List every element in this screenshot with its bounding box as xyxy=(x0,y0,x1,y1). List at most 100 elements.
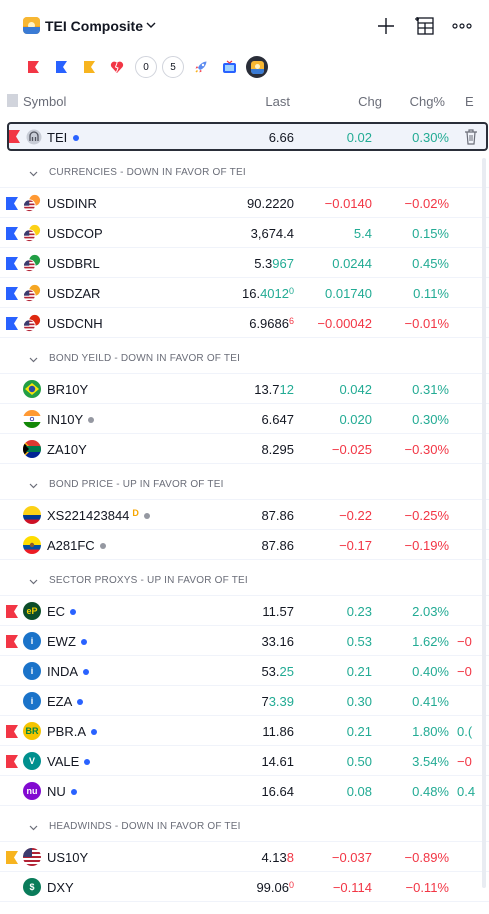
chevron-down-icon[interactable] xyxy=(29,823,38,832)
col-symbol[interactable]: Symbol xyxy=(23,94,67,109)
symbol-name: USDBRL xyxy=(47,256,100,271)
us-china-icon xyxy=(23,314,41,332)
heart-filter[interactable] xyxy=(106,56,128,78)
red-flag-icon xyxy=(28,61,39,73)
row-flag-icon[interactable] xyxy=(6,257,18,270)
vale-icon: V xyxy=(23,752,41,770)
filter-count-0[interactable]: 0 xyxy=(135,56,157,78)
row-flag-icon[interactable] xyxy=(6,635,18,648)
change-percent: −0.01% xyxy=(404,316,449,331)
section-header[interactable]: BOND YEILD - DOWN IN FAVOR OF TEI xyxy=(0,344,489,374)
table-row[interactable]: V VALE 14.61 0.50 3.54% −0 xyxy=(0,746,489,776)
tei-logo-icon xyxy=(250,60,264,74)
trash-icon[interactable] xyxy=(464,129,478,145)
red-flag-filter[interactable] xyxy=(22,56,44,78)
change-percent: 0.41% xyxy=(412,694,449,709)
chevron-down-icon[interactable] xyxy=(29,481,38,490)
chevron-down-icon[interactable] xyxy=(29,355,38,364)
table-row[interactable]: eP EC 11.57 0.23 2.03% xyxy=(0,596,489,626)
table-row[interactable]: nu NU 16.64 0.08 0.48% 0.4 xyxy=(0,776,489,806)
last-price: 11.86 xyxy=(262,724,294,739)
symbol-name: ZA10Y xyxy=(47,442,87,457)
table-row[interactable]: USDCNH 6.96866 −0.00042 −0.01% xyxy=(0,308,489,338)
row-flag-icon[interactable] xyxy=(6,851,18,864)
rocket-icon xyxy=(195,61,207,73)
change-value: −0.037 xyxy=(331,850,372,865)
chevron-down-icon[interactable] xyxy=(146,20,156,30)
india-flag-icon xyxy=(23,410,41,428)
row-flag-icon[interactable] xyxy=(6,755,18,768)
row-flag-icon[interactable] xyxy=(6,605,18,618)
symbol-name: PBR.A xyxy=(47,724,98,739)
table-row[interactable]: USDZAR 16.40120 0.01740 0.11% xyxy=(0,278,489,308)
table-row[interactable]: A281FC 87.86 −0.17 −0.19% xyxy=(0,530,489,560)
last-price: 4.138 xyxy=(261,850,294,865)
row-flag-icon[interactable] xyxy=(6,227,18,240)
last-price: 3,674.4 xyxy=(250,226,294,241)
filter-count-5[interactable]: 5 xyxy=(162,56,184,78)
last-price: 5.3967 xyxy=(254,256,294,271)
table-row[interactable]: USDINR 90.2220 −0.0140 −0.02% xyxy=(0,188,489,218)
table-row[interactable]: ZA10Y 8.295 −0.025 −0.30% xyxy=(0,434,489,464)
extended-hours-value: 0.( xyxy=(457,724,473,739)
scrollbar[interactable] xyxy=(482,158,486,888)
dollar-icon: $ xyxy=(23,878,41,896)
row-flag-icon[interactable] xyxy=(6,725,18,738)
blue-flag-filter[interactable] xyxy=(50,56,72,78)
chevron-down-icon[interactable] xyxy=(29,577,38,586)
col-last[interactable]: Last xyxy=(265,94,290,109)
blue-flag-icon xyxy=(56,61,67,73)
symbol-name: DXY xyxy=(47,880,74,895)
section-header[interactable]: BOND PRICE - UP IN FAVOR OF TEI xyxy=(0,470,489,500)
table-row[interactable]: $ DXY 99.060 −0.114 −0.11% xyxy=(0,872,489,902)
last-price: 53.25 xyxy=(261,664,294,679)
table-row[interactable]: IN10Y 6.647 0.020 0.30% xyxy=(0,404,489,434)
table-row[interactable]: i INDA 53.25 0.21 0.40% −0 xyxy=(0,656,489,686)
section-header[interactable]: SECTOR PROXYS - UP IN FAVOR OF TEI xyxy=(0,566,489,596)
table-row[interactable]: XS221423844 D 87.86 −0.22 −0.25% xyxy=(0,500,489,530)
southafrica-flag-icon xyxy=(23,440,41,458)
realtime-dot xyxy=(91,729,98,735)
extended-hours-value: 0.4 xyxy=(457,784,476,799)
change-value: 0.042 xyxy=(339,382,372,397)
column-header: Symbol Last Chg Chg% E xyxy=(0,88,489,114)
watchlist-title[interactable]: TEI Composite xyxy=(45,18,144,34)
realtime-dot xyxy=(73,135,79,141)
row-flag-icon[interactable] xyxy=(6,317,18,330)
table-row[interactable]: US10Y 4.138 −0.037 −0.89% xyxy=(0,842,489,872)
change-percent: 2.03% xyxy=(412,604,449,619)
col-chg[interactable]: Chg xyxy=(358,94,382,109)
selected-row-tei[interactable]: TEI 6.66 0.02 0.30% xyxy=(7,122,488,151)
col-chgp[interactable]: Chg% xyxy=(409,94,445,109)
table-row[interactable]: USDBRL 5.3967 0.0244 0.45% xyxy=(0,248,489,278)
row-flag-icon[interactable] xyxy=(6,287,18,300)
change-value: 0.0244 xyxy=(332,256,372,271)
grid-icon[interactable] xyxy=(414,15,436,37)
chevron-down-icon[interactable] xyxy=(29,169,38,178)
row-flag-icon[interactable] xyxy=(6,197,18,210)
section-label: BOND PRICE - UP IN FAVOR OF TEI xyxy=(49,479,224,490)
section-header[interactable]: HEADWINDS - DOWN IN FAVOR OF TEI xyxy=(0,812,489,842)
more-icon[interactable] xyxy=(451,15,473,37)
flag-column-marker[interactable] xyxy=(7,94,18,107)
ishares-icon: i xyxy=(23,632,41,650)
change-value: 0.21 xyxy=(346,664,372,679)
col-ext[interactable]: E xyxy=(465,94,474,109)
plus-icon[interactable] xyxy=(375,15,397,37)
table-row[interactable]: USDCOP 3,674.4 5.4 0.15% xyxy=(0,218,489,248)
change-value: 5.4 xyxy=(353,226,372,241)
extended-hours-value: −0 xyxy=(457,754,472,769)
table-row[interactable]: BR10Y 13.712 0.042 0.31% xyxy=(0,374,489,404)
symbol-name: USDZAR xyxy=(47,286,101,301)
tv-filter[interactable] xyxy=(218,56,240,78)
rocket-filter[interactable] xyxy=(190,56,212,78)
change-percent: 0.15% xyxy=(412,226,449,241)
table-row[interactable]: i EZA 73.39 0.30 0.41% xyxy=(0,686,489,716)
section-header[interactable]: CURRENCIES - DOWN IN FAVOR OF TEI xyxy=(0,158,489,188)
extended-hours-value: −0 xyxy=(457,634,472,649)
table-row[interactable]: BR PBR.A 11.86 0.21 1.80% 0.( xyxy=(0,716,489,746)
table-row[interactable]: i EWZ 33.16 0.53 1.62% −0 xyxy=(0,626,489,656)
selected-list-filter[interactable] xyxy=(246,56,268,78)
yellow-flag-filter[interactable] xyxy=(78,56,100,78)
red-flag-icon[interactable] xyxy=(9,130,20,143)
